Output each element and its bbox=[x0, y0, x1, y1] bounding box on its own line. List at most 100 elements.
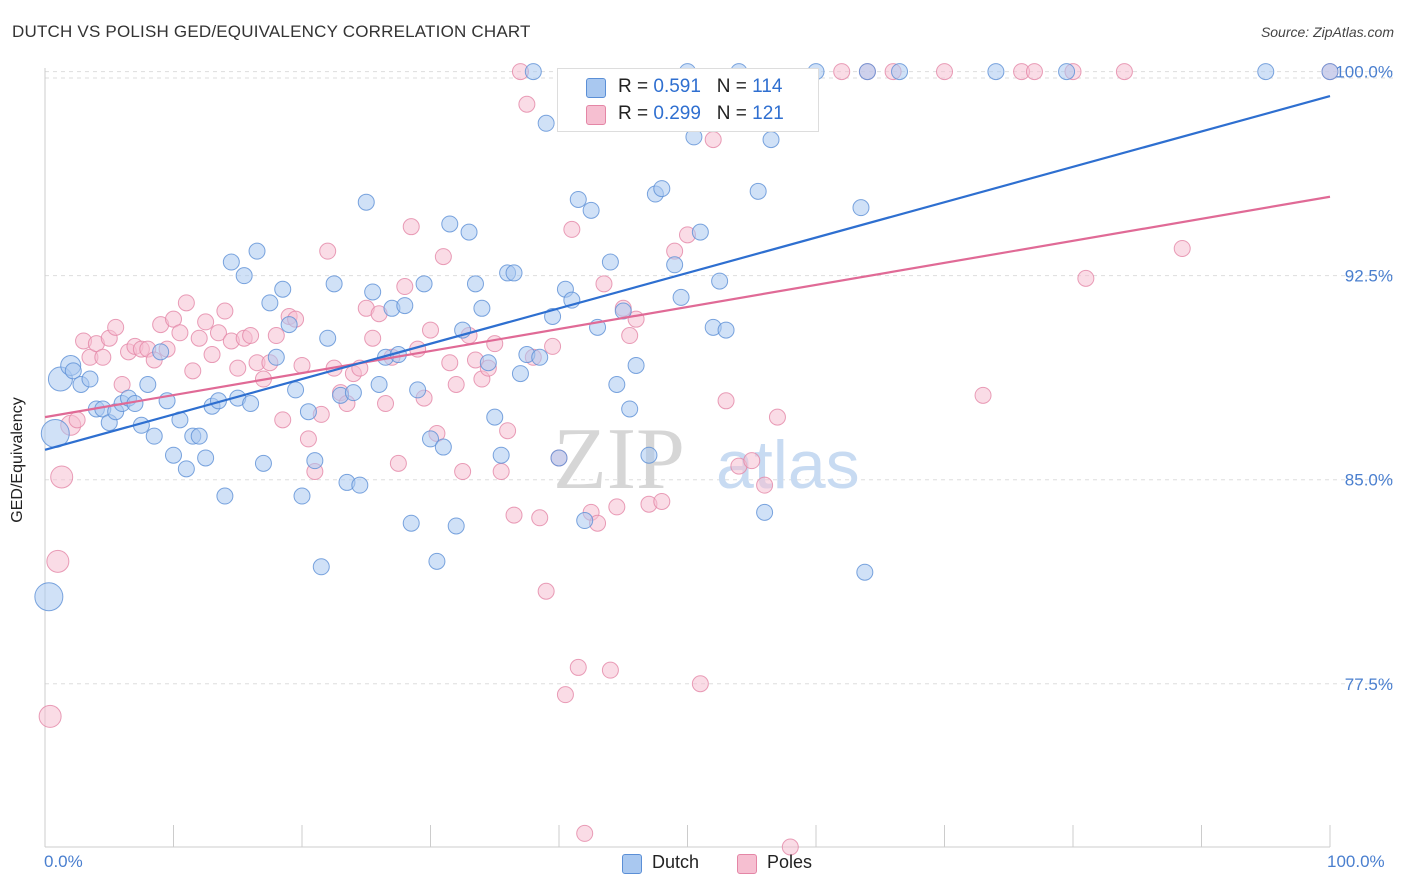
dutch-point bbox=[415, 275, 433, 293]
y-tick-label: 85.0% bbox=[1345, 471, 1393, 490]
dutch-point bbox=[422, 430, 439, 448]
dutch-point bbox=[319, 329, 337, 347]
y-tick-label: 77.5% bbox=[1345, 675, 1393, 694]
poles-point bbox=[165, 310, 182, 328]
poles-point bbox=[569, 658, 587, 676]
dutch-point bbox=[511, 365, 529, 383]
dutch-point bbox=[242, 395, 260, 413]
dutch-point bbox=[492, 446, 510, 464]
poles-point bbox=[299, 430, 317, 448]
dutch-point bbox=[756, 503, 774, 521]
poles-point bbox=[621, 327, 639, 345]
dutch-r-value: 0.591 bbox=[653, 76, 701, 97]
poles-point bbox=[319, 242, 337, 260]
poles-legend-swatch bbox=[737, 854, 757, 874]
dutch-point bbox=[81, 370, 99, 388]
poles-point bbox=[242, 327, 260, 345]
dutch-point bbox=[550, 449, 568, 467]
poles-point bbox=[505, 506, 523, 524]
dutch-point bbox=[447, 517, 465, 535]
dutch-point bbox=[312, 558, 330, 576]
poles-point bbox=[177, 294, 195, 312]
poles-point bbox=[608, 498, 626, 516]
poles-point bbox=[1115, 63, 1133, 81]
dutch-point bbox=[434, 438, 452, 456]
y-tick-label: 100.0% bbox=[1335, 63, 1393, 82]
poles-point bbox=[396, 278, 414, 296]
dutch-point bbox=[621, 400, 639, 418]
axes bbox=[44, 68, 1331, 848]
dutch-point bbox=[762, 131, 780, 149]
poles-point bbox=[422, 321, 439, 339]
poles-point bbox=[1077, 269, 1095, 287]
poles-point bbox=[1025, 63, 1043, 81]
dutch-point bbox=[479, 354, 497, 372]
dutch-point bbox=[856, 563, 874, 581]
dutch-point bbox=[486, 408, 504, 426]
trend-lines bbox=[44, 95, 1331, 451]
dutch-point bbox=[280, 316, 298, 334]
dutch-point bbox=[261, 294, 279, 312]
poles-point bbox=[544, 337, 562, 355]
dutch-point bbox=[653, 180, 671, 198]
dutch-point bbox=[466, 275, 484, 293]
dutch-point bbox=[531, 348, 549, 366]
poles-point bbox=[190, 329, 208, 347]
poles-point bbox=[267, 327, 285, 345]
dutch-point bbox=[248, 242, 266, 260]
poles-point bbox=[717, 392, 735, 410]
poles-point bbox=[531, 509, 549, 527]
poles-point bbox=[107, 318, 125, 336]
poles-point bbox=[38, 704, 62, 728]
dutch-r-label: R = bbox=[618, 76, 649, 97]
poles-point bbox=[364, 329, 382, 347]
poles-point bbox=[441, 354, 459, 372]
dutch-point bbox=[152, 343, 170, 361]
dutch-point bbox=[267, 348, 285, 366]
dutch-points bbox=[34, 63, 1339, 612]
dutch-point bbox=[544, 307, 562, 325]
poles-point bbox=[447, 375, 465, 393]
poles-point bbox=[492, 463, 510, 481]
poles-point bbox=[653, 492, 671, 510]
poles-point bbox=[768, 408, 786, 426]
poles-point bbox=[936, 63, 953, 81]
dutch-point bbox=[165, 446, 182, 464]
dutch-point bbox=[222, 253, 240, 271]
dutch-point bbox=[274, 280, 292, 298]
dutch-point bbox=[64, 362, 82, 380]
dutch-point bbox=[370, 375, 388, 393]
poles-r-value: 0.299 bbox=[653, 103, 701, 124]
dutch-point bbox=[1321, 63, 1339, 81]
dutch-point bbox=[409, 381, 427, 399]
poles-point bbox=[274, 411, 292, 429]
poles-point bbox=[563, 220, 581, 238]
poles-point bbox=[1173, 239, 1191, 257]
dutch-n-value: 114 bbox=[752, 76, 783, 97]
chart-title: DUTCH VS POLISH GED/EQUIVALENCY CORRELAT… bbox=[12, 22, 531, 41]
poles-trend-line bbox=[44, 195, 1331, 419]
poles-point bbox=[556, 686, 574, 704]
watermark: ZIP atlas bbox=[553, 411, 860, 508]
poles-point bbox=[743, 452, 761, 470]
dutch-point bbox=[299, 403, 317, 421]
poles-swatch bbox=[586, 105, 606, 125]
dutch-point bbox=[145, 427, 163, 445]
dutch-point bbox=[672, 288, 690, 306]
dutch-point bbox=[601, 253, 619, 271]
dutch-point bbox=[666, 256, 684, 274]
dutch-point bbox=[190, 427, 208, 445]
poles-n-label: N = bbox=[716, 103, 747, 124]
poles-point bbox=[537, 582, 555, 600]
poles-point bbox=[229, 359, 247, 377]
poles-point bbox=[94, 348, 112, 366]
dutch-point bbox=[537, 114, 555, 132]
dutch-point bbox=[197, 449, 215, 467]
dutch-point bbox=[608, 375, 626, 393]
poles-point bbox=[171, 324, 189, 342]
poles-point bbox=[113, 375, 131, 393]
poles-point bbox=[454, 463, 472, 481]
poles-point bbox=[499, 422, 517, 440]
y-tick-labels: 77.5% 85.0% 92.5% 100.0% bbox=[1335, 63, 1393, 694]
